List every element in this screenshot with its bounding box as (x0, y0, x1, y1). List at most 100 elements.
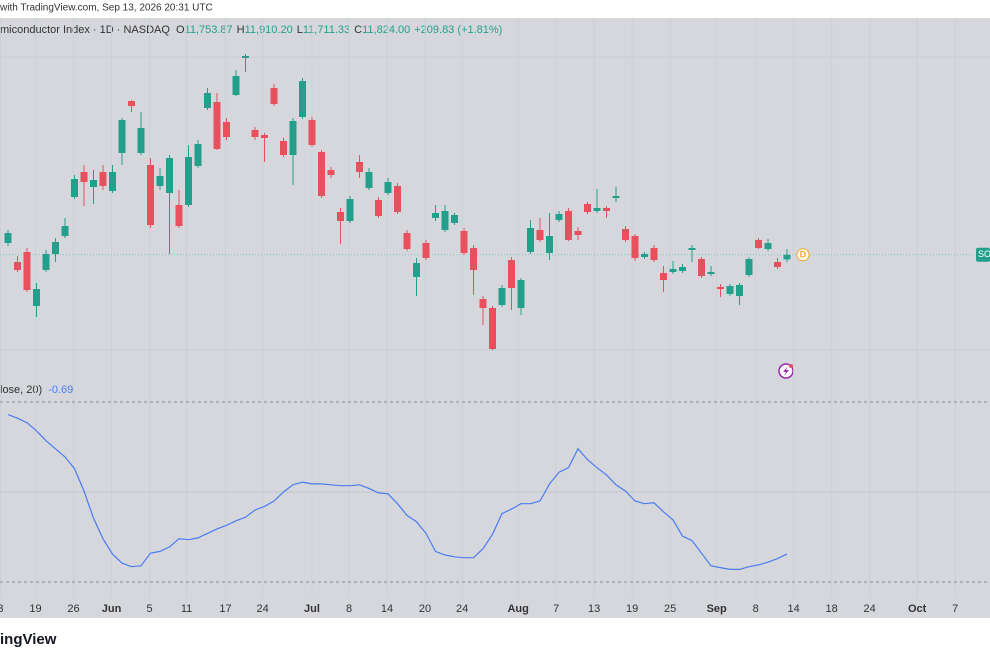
candle-body (128, 101, 135, 106)
candle-body (546, 236, 553, 253)
change: +209.83 (+1.81%) (414, 24, 502, 36)
candle-body (650, 248, 658, 260)
candle-body (109, 172, 116, 191)
ohlc-name: O (176, 24, 185, 36)
candle-body (527, 228, 534, 252)
candle-body (384, 182, 392, 193)
candle-body (498, 288, 506, 305)
x-tick-label: 7 (553, 603, 559, 615)
x-tick-label: 20 (419, 603, 431, 615)
candle-body (603, 208, 610, 211)
indicator-name: lose, 20) (0, 384, 42, 396)
candle-body (71, 179, 78, 197)
candle-body (61, 226, 69, 236)
candle-body (479, 299, 487, 308)
candle-body (99, 172, 107, 186)
candle-body (413, 263, 420, 277)
candle-body (489, 308, 496, 349)
candle-body (147, 165, 154, 225)
candle-body (783, 254, 791, 260)
x-tick-label: 8 (753, 603, 759, 615)
candle-body (707, 272, 715, 274)
x-tick-label: 24 (864, 603, 876, 615)
candle-body (774, 262, 781, 267)
candle-body (375, 200, 382, 216)
candle-body (118, 120, 126, 153)
candle-body (337, 212, 344, 221)
x-tick-label: 26 (67, 603, 79, 615)
candle-body (441, 211, 449, 230)
ohlc-value: 11,824.00 (362, 24, 410, 36)
indicator-line (7, 414, 788, 570)
x-tick-label: 14 (788, 603, 800, 615)
candle-body (688, 248, 696, 250)
candle-body (204, 93, 211, 108)
x-tick-label: 3 (0, 603, 3, 615)
candle-body (641, 254, 648, 257)
candle-body (232, 76, 240, 95)
candle-body (470, 248, 477, 270)
x-tick-label: 25 (664, 603, 676, 615)
candle-body (280, 141, 287, 155)
candle-body (536, 230, 544, 240)
candle-body (346, 199, 354, 221)
symbol-tag: SO (978, 249, 990, 259)
candle-body (42, 254, 50, 270)
x-tick-label: 24 (256, 603, 268, 615)
brand: ingView (0, 631, 57, 648)
x-tick-label: 14 (381, 603, 393, 615)
candle-body (14, 262, 21, 270)
chart-title: miconductor Index · 1D · NASDAQ (0, 24, 170, 36)
x-tick-label: 17 (219, 603, 231, 615)
candle-body (755, 240, 762, 248)
candle-body (631, 236, 639, 258)
badge-circle (796, 248, 810, 262)
indicator-value: -0.69 (48, 384, 73, 396)
candle-body (669, 269, 677, 272)
candle-body (565, 211, 572, 240)
candle-body (213, 102, 221, 149)
candle-body (432, 213, 439, 218)
candle-body (584, 204, 591, 212)
ohlc-name: H (237, 24, 245, 36)
candle-body (137, 128, 145, 153)
x-tick-label: Aug (507, 603, 528, 615)
top-strip (0, 0, 990, 18)
x-tick-label: 18 (826, 603, 838, 615)
candle-body (299, 81, 306, 117)
candle-body (251, 130, 259, 137)
candle-body (90, 180, 97, 187)
x-tick-label: 19 (29, 603, 41, 615)
x-tick-label: 19 (626, 603, 638, 615)
candle-body (261, 135, 268, 138)
candle-body (422, 243, 430, 258)
candle-body (698, 259, 705, 276)
candle-body (726, 286, 734, 294)
candle-body (593, 208, 601, 211)
candle-body (356, 162, 363, 172)
candle-body (717, 287, 724, 289)
ohlc-value: 11,910.20 (245, 24, 293, 36)
candle-body (555, 214, 563, 220)
x-tick-label: 13 (588, 603, 600, 615)
candle-body (185, 157, 192, 205)
candle-body (327, 170, 335, 175)
candle-body (289, 121, 297, 155)
candle-body (318, 152, 325, 196)
candle-body (33, 289, 40, 306)
candle-body (80, 172, 88, 182)
x-tick-label: 5 (146, 603, 152, 615)
candle-body (460, 231, 468, 253)
candle-body (242, 56, 249, 58)
candle-body (308, 120, 316, 145)
x-tick-label: Jun (102, 603, 122, 615)
ohlc-name: C (354, 24, 362, 36)
x-tick-label: Oct (908, 603, 927, 615)
candle-body (508, 260, 515, 288)
lightning-icon[interactable] (778, 363, 794, 379)
candle-body (679, 267, 686, 271)
bottom-strip (0, 618, 990, 660)
candle-body (365, 172, 373, 188)
candle-body (175, 205, 183, 226)
